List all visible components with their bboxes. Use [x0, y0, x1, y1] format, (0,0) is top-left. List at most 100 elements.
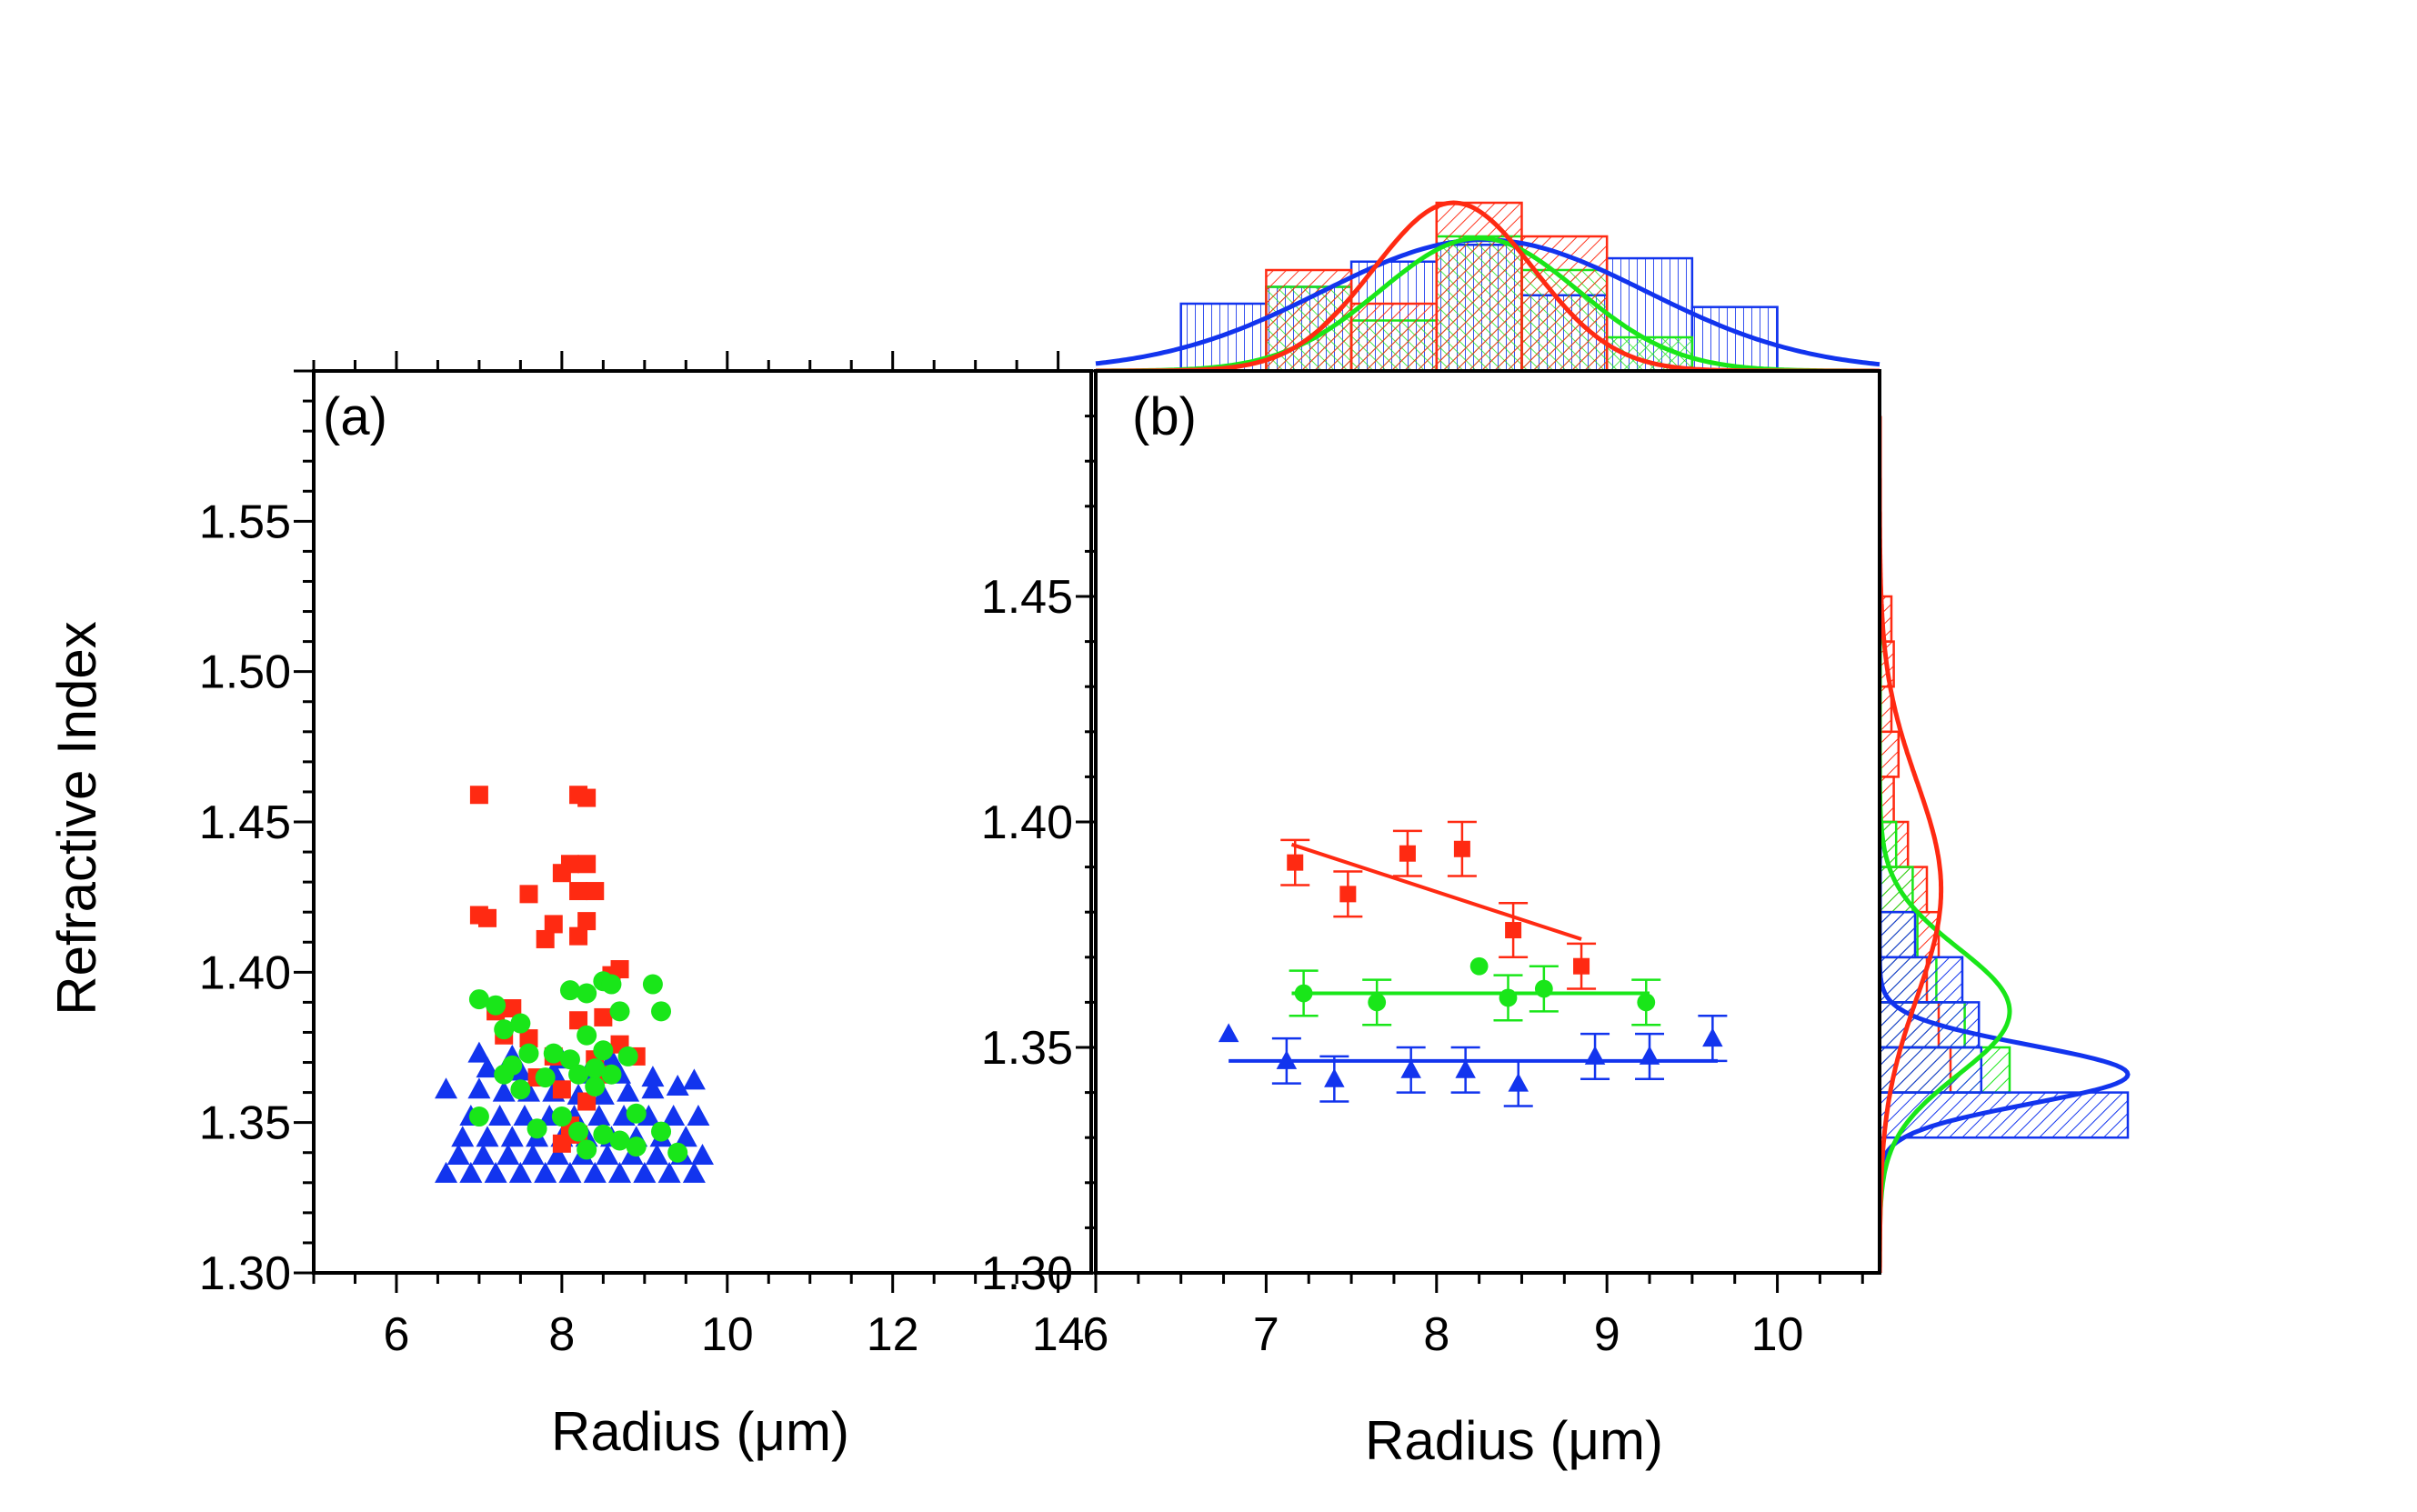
- triangle-marker: [583, 1161, 607, 1183]
- histogram-bar: [1349, 302, 1439, 373]
- circle-marker: [468, 989, 489, 1010]
- triangle-marker: [633, 1161, 657, 1183]
- y-tick-label: 1.40: [981, 796, 1073, 849]
- circle-marker: [1368, 993, 1387, 1012]
- circle-marker: [510, 1079, 531, 1100]
- y-tick-label: 1.50: [199, 646, 291, 699]
- triangle-marker: [496, 1144, 520, 1166]
- triangle-marker: [446, 1144, 470, 1166]
- triangle-marker: [459, 1161, 483, 1183]
- square-marker: [1399, 845, 1416, 862]
- x-tick-label: 9: [1594, 1308, 1620, 1361]
- square-marker: [552, 864, 571, 883]
- y-tick-label: 1.45: [981, 571, 1073, 624]
- panel-b-points: [1218, 820, 1728, 1107]
- triangle-marker: [451, 1126, 475, 1147]
- triangle-marker: [534, 1161, 557, 1183]
- circle-marker: [651, 1121, 672, 1142]
- square-marker: [594, 1007, 613, 1026]
- square-marker: [519, 885, 538, 904]
- x-tick-label: 7: [1253, 1308, 1279, 1361]
- triangle-marker: [641, 1066, 665, 1087]
- triangle-marker: [508, 1161, 532, 1183]
- square-marker: [577, 855, 597, 874]
- panel-a: 6 8 10 12 14 1.30 1.35 1.40 1.45 1.50 1.55 (a) Ref…: [46, 351, 1093, 1462]
- circle-marker: [1469, 956, 1489, 976]
- triangle-marker: [1584, 1046, 1606, 1065]
- circle-marker: [651, 1001, 672, 1022]
- circle-marker: [1499, 988, 1518, 1007]
- triangle-marker: [1324, 1068, 1345, 1087]
- square-marker: [1287, 854, 1304, 871]
- triangle-marker: [476, 1126, 499, 1147]
- y-tick-label: 1.45: [199, 796, 291, 849]
- circle-marker: [486, 995, 506, 1016]
- y-tick-label: 1.30: [199, 1247, 291, 1300]
- circle-marker: [494, 1064, 515, 1085]
- square-marker: [586, 882, 605, 901]
- circle-marker: [494, 1019, 515, 1040]
- triangle-marker: [471, 1144, 495, 1166]
- triangle-marker: [435, 1077, 458, 1099]
- triangle-marker: [467, 1041, 491, 1063]
- triangle-marker: [657, 1161, 681, 1183]
- square-marker: [569, 1011, 588, 1030]
- y-tick-label: 1.35: [199, 1097, 291, 1150]
- circle-marker: [626, 1137, 647, 1157]
- panel-a-frame: [312, 369, 1093, 1275]
- circle-marker: [667, 1142, 688, 1163]
- circle-marker: [468, 1106, 489, 1127]
- square-marker: [569, 926, 588, 946]
- triangle-marker: [687, 1105, 710, 1126]
- circle-marker: [577, 983, 597, 1004]
- triangle-marker: [674, 1126, 697, 1147]
- circle-marker: [1637, 993, 1656, 1012]
- panel-a-label: (a): [323, 387, 387, 446]
- circle-marker: [527, 1118, 547, 1139]
- panel-b-ticks: 6 7 8 9 10 1.30 1.35 1.40 1.45: [981, 369, 1864, 1361]
- panel-a-ticks: 6 8 10 12 14 1.30 1.35 1.40 1.45 1.50 1.55: [199, 351, 1085, 1361]
- triangle-marker: [467, 1077, 491, 1099]
- circle-marker: [568, 1121, 589, 1142]
- square-marker: [1339, 886, 1357, 903]
- circle-marker: [593, 1040, 614, 1061]
- square-marker: [1573, 957, 1590, 975]
- circle-marker: [535, 1067, 556, 1088]
- triangle-marker: [591, 1083, 615, 1105]
- triangle-marker: [1218, 1023, 1239, 1043]
- triangle-marker: [682, 1161, 706, 1183]
- circle-marker: [1294, 984, 1313, 1003]
- circle-marker: [543, 1043, 564, 1064]
- x-tick-label: 14: [1032, 1308, 1085, 1361]
- circle-marker: [568, 1064, 589, 1085]
- triangle-marker: [1276, 1050, 1298, 1069]
- x-tick-label: 8: [548, 1308, 575, 1361]
- triangle-marker: [691, 1144, 714, 1166]
- triangle-marker: [488, 1105, 512, 1126]
- triangle-marker: [1400, 1059, 1421, 1078]
- square-marker: [519, 1029, 538, 1048]
- x-tick-label: 10: [1751, 1308, 1804, 1361]
- y-tick-label: 1.30: [981, 1247, 1073, 1300]
- radius-histogram: [1095, 200, 1880, 374]
- square-marker: [552, 1134, 571, 1153]
- panel-a-points: [435, 786, 714, 1183]
- triangle-marker: [1455, 1059, 1476, 1078]
- square-marker: [569, 882, 588, 901]
- panel-b-frame: [1094, 369, 1881, 1275]
- square-marker: [1453, 840, 1470, 857]
- triangle-marker: [1508, 1072, 1529, 1092]
- circle-marker: [601, 974, 622, 995]
- triangle-marker: [558, 1161, 582, 1183]
- triangle-marker: [641, 1077, 665, 1099]
- triangle-marker: [662, 1105, 686, 1126]
- triangle-marker: [608, 1161, 632, 1183]
- square-marker: [577, 788, 597, 807]
- triangle-marker: [666, 1074, 689, 1096]
- triangle-marker: [513, 1105, 537, 1126]
- circle-marker: [585, 1076, 606, 1096]
- circle-marker: [551, 1106, 572, 1127]
- triangle-marker: [645, 1144, 668, 1166]
- panel-a-xlabel: Radius (μm): [551, 1401, 849, 1462]
